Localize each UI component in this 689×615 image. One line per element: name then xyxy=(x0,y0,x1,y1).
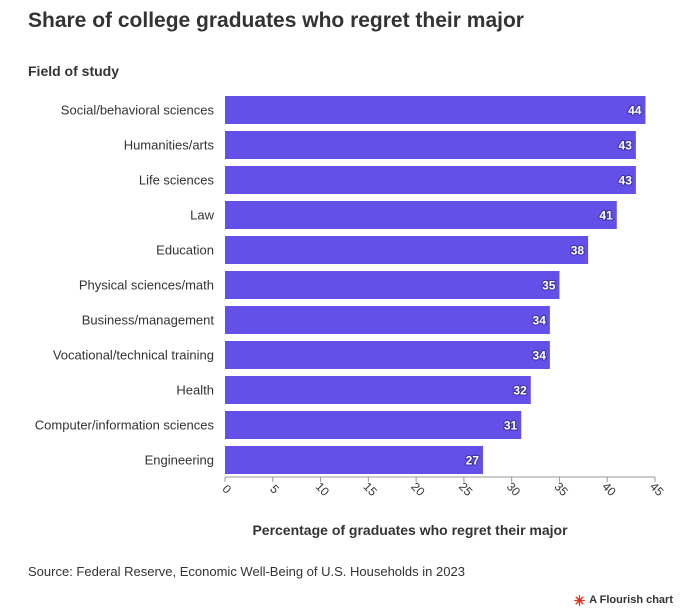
x-tick-label: 15 xyxy=(360,479,380,499)
category-label: Computer/information sciences xyxy=(35,418,215,433)
x-tick-label: 10 xyxy=(313,479,333,499)
bar xyxy=(225,166,636,194)
category-label: Engineering xyxy=(145,453,214,468)
x-tick-label: 20 xyxy=(408,479,428,499)
category-label: Physical sciences/math xyxy=(79,278,214,293)
x-tick-label: 25 xyxy=(456,479,476,499)
x-tick-label: 30 xyxy=(504,479,524,499)
x-tick-label: 5 xyxy=(267,482,282,497)
value-label: 34 xyxy=(533,349,547,363)
credit-text: A Flourish chart xyxy=(589,594,673,606)
category-label: Law xyxy=(190,208,214,223)
value-labels: 44 43 43 41 38 35 34 34 32 31 27 xyxy=(465,102,643,468)
bar xyxy=(225,201,617,229)
x-axis-title: Percentage of graduates who regret their… xyxy=(252,522,568,538)
category-labels: Social/behavioral sciences Humanities/art… xyxy=(35,103,215,468)
value-label: 27 xyxy=(466,454,480,468)
x-tick-label: 45 xyxy=(647,479,667,499)
category-label: Education xyxy=(156,243,214,258)
x-tick-label: 0 xyxy=(220,482,235,497)
value-label: 35 xyxy=(542,279,556,293)
bar xyxy=(225,236,589,264)
value-label: 31 xyxy=(504,419,518,433)
x-tick-label: 35 xyxy=(552,479,572,499)
category-label: Humanities/arts xyxy=(124,138,215,153)
value-label: 44 xyxy=(628,104,642,118)
value-label: 43 xyxy=(619,174,633,188)
source-note: Source: Federal Reserve, Economic Well-B… xyxy=(28,564,465,579)
bar-chart: Social/behavioral sciences Humanities/art… xyxy=(35,96,667,538)
value-label: 41 xyxy=(599,209,613,223)
flourish-logo-icon xyxy=(574,594,585,606)
value-label: 32 xyxy=(513,384,527,398)
y-axis-title: Field of study xyxy=(28,63,119,79)
flourish-credit[interactable]: A Flourish chart xyxy=(574,594,673,606)
category-label: Social/behavioral sciences xyxy=(61,103,215,118)
bar xyxy=(225,341,550,369)
bar xyxy=(225,306,550,334)
bar xyxy=(225,96,646,124)
bars-group xyxy=(225,96,646,474)
value-label: 34 xyxy=(533,314,547,328)
category-label: Life sciences xyxy=(139,173,215,188)
x-axis-ticks: 0 5 10 15 20 25 30 35 40 45 xyxy=(220,477,667,499)
category-label: Business/management xyxy=(82,313,215,328)
chart-title: Share of college graduates who regret th… xyxy=(28,9,524,32)
x-tick-label: 40 xyxy=(599,479,619,499)
bar xyxy=(225,446,483,474)
category-label: Vocational/technical training xyxy=(53,348,214,363)
value-label: 38 xyxy=(571,244,585,258)
bar xyxy=(225,271,560,299)
bar xyxy=(225,411,522,439)
bar xyxy=(225,131,636,159)
value-label: 43 xyxy=(619,139,633,153)
bar xyxy=(225,376,531,404)
category-label: Health xyxy=(176,383,214,398)
